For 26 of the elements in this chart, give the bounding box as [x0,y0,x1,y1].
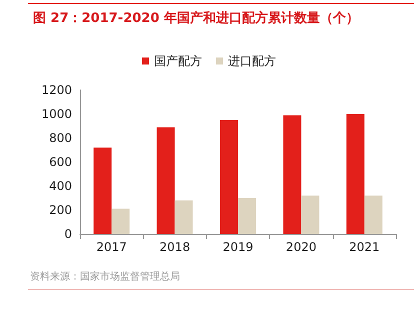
y-tick-label: 1200 [41,83,72,97]
legend-label: 国产配方 [154,54,202,68]
y-tick-label: 800 [49,131,72,145]
bar [301,196,320,234]
bar [346,114,364,234]
y-tick-label: 1000 [41,107,72,121]
x-tick-label: 2021 [349,240,380,254]
y-tick-label: 400 [49,179,72,193]
legend-label: 进口配方 [228,54,276,68]
x-tick-label: 2017 [96,240,127,254]
bar [283,115,302,234]
y-tick-label: 200 [49,203,72,217]
bar [112,208,130,234]
bar [174,200,193,234]
bar [94,148,112,234]
x-tick-label: 2019 [222,240,254,254]
text: 资料来源：国家市场监督管理总局 [30,270,180,282]
bar [238,198,256,234]
x-tick-label: 2020 [286,240,316,254]
bar [156,127,175,234]
x-tick-label: 2018 [160,240,190,254]
y-tick-label: 0 [64,227,72,241]
bar [220,120,238,234]
chart-title: 图 27：2017-2020 年国产和进口配方累计数量（个） [33,10,359,26]
bar [364,196,382,234]
y-tick-label: 600 [49,155,72,169]
